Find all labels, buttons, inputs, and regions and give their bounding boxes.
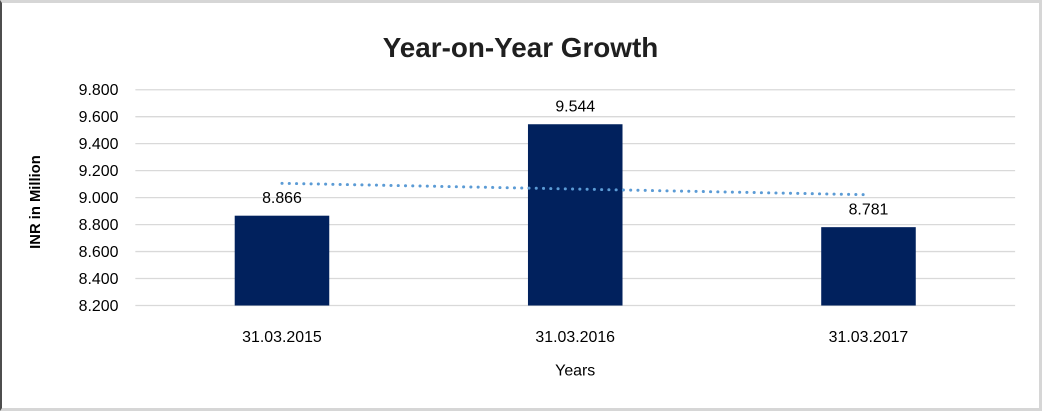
- y-tick-label: 9.400: [79, 136, 119, 153]
- y-tick-label: 9.800: [79, 82, 119, 99]
- y-axis-title: INR in Million: [28, 155, 44, 249]
- x-tick-label: 31.03.2017: [829, 329, 909, 346]
- bar-31.03.2015: [234, 215, 330, 306]
- y-tick-label: 8.800: [79, 217, 119, 234]
- y-tick-label: 9.600: [79, 109, 119, 126]
- data-label: 9.544: [555, 98, 595, 115]
- bar-31.03.2016: [527, 124, 623, 306]
- y-tick-label: 8.600: [79, 244, 119, 261]
- x-tick-label: 31.03.2015: [242, 329, 322, 346]
- y-tick-label: 8.400: [79, 271, 119, 288]
- y-tick-label: 9.200: [79, 163, 119, 180]
- y-tick-label: 9.000: [79, 190, 119, 207]
- bar-31.03.2017: [821, 227, 916, 306]
- plot-area: 8.200 8.400 8.600 8.800 9.000 9.200 9.400 9.600…: [28, 32, 1016, 380]
- data-label: 8.781: [849, 201, 889, 218]
- x-axis-title: Years: [555, 363, 595, 380]
- chart-title: Year-on-Year Growth: [383, 32, 659, 63]
- data-label: 8.866: [262, 190, 302, 207]
- plot-series-group: 8.200 8.400 8.600 8.800 9.000 9.200 9.400 9.600…: [79, 82, 1016, 346]
- y-tick-label: 8.200: [79, 298, 119, 315]
- x-tick-label: 31.03.2016: [535, 329, 615, 346]
